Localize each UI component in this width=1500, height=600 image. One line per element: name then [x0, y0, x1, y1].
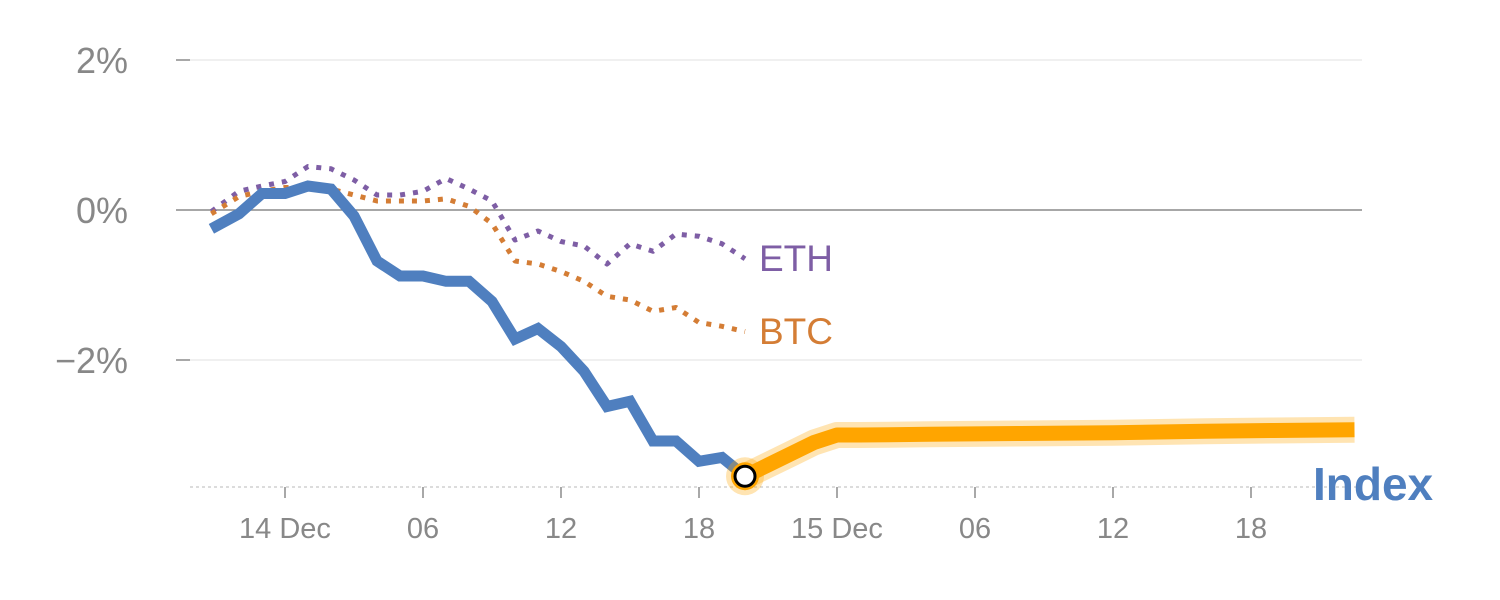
eth-line [209, 164, 747, 267]
current-point-marker [733, 464, 757, 488]
plot-area [208, 164, 1355, 496]
x-tick-label: 15 Dec [791, 513, 883, 545]
index-line [208, 180, 749, 481]
x-axis: 14 Dec 06 12 18 15 Dec 06 12 18 [190, 486, 1362, 545]
grid [176, 59, 1362, 361]
y-tick-label: 2% [76, 40, 128, 81]
btc-series-label: BTC [759, 311, 833, 352]
series-labels: ETH BTC Index [759, 238, 1434, 510]
x-tick-label: 12 [545, 513, 577, 545]
x-tick-label: 06 [959, 513, 991, 545]
btc-line [210, 185, 746, 334]
y-tick-label: 0% [76, 190, 128, 231]
x-tick-label: 06 [407, 513, 439, 545]
y-axis: 2% 0% −2% [55, 40, 190, 381]
index-forecast-line [741, 422, 1355, 484]
x-tick-label: 18 [1235, 513, 1267, 545]
x-tick-label: 14 Dec [239, 513, 331, 545]
index-series-label: Index [1313, 458, 1434, 510]
x-tick-label: 18 [683, 513, 715, 545]
x-tick-label: 12 [1097, 513, 1129, 545]
y-tick-label: −2% [55, 340, 128, 381]
eth-series-label: ETH [759, 238, 833, 279]
